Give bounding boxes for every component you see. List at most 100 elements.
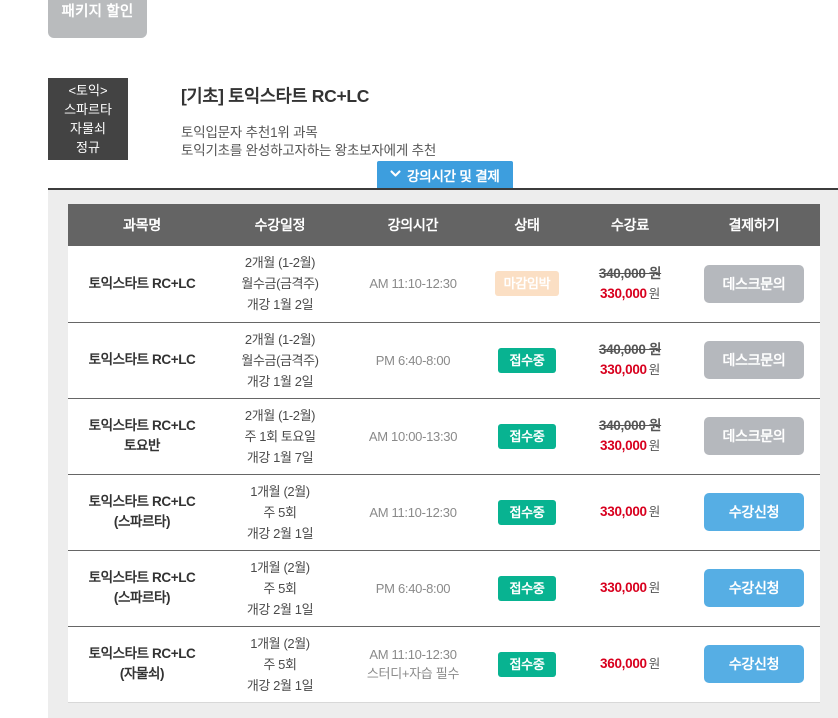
course-name-line: 토익스타트 RC+LC: [88, 352, 196, 367]
schedule-line: 주 1회 토요일: [244, 428, 316, 444]
cell-status: 마감임박: [482, 246, 572, 323]
package-discount-tab[interactable]: 패키지 할인: [48, 0, 147, 38]
cell-course-name: 토익스타트 RC+LC (스파르타): [68, 474, 216, 551]
course-header: <토익> 스파르타 자물쇠 정규 [기초] 토익스타트 RC+LC 토익입문자 …: [48, 78, 838, 170]
enroll-button[interactable]: 수강신청: [704, 493, 804, 531]
original-price: 340,000 원: [598, 418, 662, 433]
cell-schedule: 1개월 (2월) 주 5회 개강 2월 1일: [216, 626, 344, 703]
enroll-button[interactable]: 수강신청: [704, 569, 804, 607]
tuition-price: 340,000 원 330,000 원: [574, 416, 686, 456]
course-name: 토익스타트 RC+LC: [70, 350, 214, 370]
current-price: 330,000 원: [574, 578, 686, 598]
course-category-tag: <토익> 스파르타 자물쇠 정규: [48, 78, 128, 160]
course-name: 토익스타트 RC+LC (자물쇠): [70, 644, 214, 684]
desk-inquiry-button[interactable]: 데스크문의: [704, 341, 804, 379]
cell-status: 접수중: [482, 550, 572, 627]
status-badge: 접수중: [498, 499, 556, 525]
schedule-line: 개강 1월 2일: [246, 297, 314, 313]
cell-course-name: 토익스타트 RC+LC 토요반: [68, 398, 216, 475]
class-time-line: PM 6:40-8:00: [375, 580, 451, 596]
column-header-payment: 결제하기: [688, 204, 820, 246]
schedule-table: 과목명 수강일정 강의시간 상태 수강료 결제하기 토익스타트 RC+LC 2개월…: [68, 204, 820, 703]
course-class-time: PM 6:40-8:00: [346, 351, 480, 370]
course-class-time: AM 11:10-12:30: [346, 503, 480, 522]
schedule-line: 2개월 (1-2월): [244, 255, 316, 271]
cell-tuition: 330,000 원: [572, 550, 688, 627]
course-class-time: AM 11:10-12:30: [346, 274, 480, 293]
course-schedule: 1개월 (2월) 주 5회 개강 2월 1일: [218, 633, 342, 696]
cell-class-time: AM 10:00-13:30: [344, 398, 482, 475]
cell-class-time: AM 11:10-12:30: [344, 474, 482, 551]
course-class-time: AM 10:00-13:30: [346, 427, 480, 446]
current-price: 330,000 원: [574, 436, 686, 456]
schedule-line: 1개월 (2월): [250, 559, 310, 575]
class-time-line: PM 6:40-8:00: [375, 352, 451, 368]
tab-schedule-and-payment-label: 강의시간 및 결제: [407, 168, 500, 184]
schedule-table-container: 과목명 수강일정 강의시간 상태 수강료 결제하기 토익스타트 RC+LC 2개월…: [68, 204, 820, 703]
cell-course-name: 토익스타트 RC+LC (스파르타): [68, 550, 216, 627]
cell-schedule: 2개월 (1-2월) 월수금(금격주) 개강 1월 2일: [216, 322, 344, 399]
schedule-line: 개강 2월 1일: [246, 601, 314, 617]
current-price: 330,000 원: [574, 502, 686, 522]
course-name: 토익스타트 RC+LC (스파르타): [70, 568, 214, 608]
course-name-line: 토익스타트 RC+LC: [88, 275, 196, 291]
enroll-button[interactable]: 수강신청: [704, 645, 804, 683]
course-name-line: 토익스타트 RC+LC: [88, 418, 196, 433]
course-name: 토익스타트 RC+LC 토요반: [70, 416, 214, 456]
table-header: 과목명 수강일정 강의시간 상태 수강료 결제하기: [68, 204, 820, 246]
course-info: [기초] 토익스타트 RC+LC 토익입문자 추천1위 과목 토익기초를 완성하…: [181, 83, 436, 160]
course-class-time: AM 11:10-12:30 스터디+자습 필수: [346, 645, 480, 683]
cell-class-time: AM 11:10-12:30: [344, 246, 482, 323]
schedule-line: 2개월 (1-2월): [244, 407, 316, 423]
status-badge: 접수중: [498, 347, 556, 373]
tuition-price: 360,000 원: [574, 654, 686, 674]
desk-inquiry-button[interactable]: 데스크문의: [704, 264, 804, 303]
current-price: 330,000 원: [574, 360, 686, 380]
tuition-price: 330,000 원: [574, 578, 686, 598]
current-price: 330,000 원: [574, 284, 686, 304]
cell-course-name: 토익스타트 RC+LC: [68, 322, 216, 399]
schedule-line: 1개월 (2월): [250, 635, 310, 651]
cell-class-time: AM 11:10-12:30 스터디+자습 필수: [344, 626, 482, 703]
desk-inquiry-button[interactable]: 데스크문의: [704, 417, 804, 455]
status-badge: 접수중: [498, 651, 556, 677]
current-price-unit: 원: [648, 581, 661, 595]
class-time-line: AM 11:10-12:30: [369, 647, 457, 662]
cell-status: 접수중: [482, 322, 572, 399]
course-class-time: PM 6:40-8:00: [346, 579, 480, 598]
original-price: 340,000 원: [598, 265, 662, 281]
course-tag-line-2: 스파르타: [64, 102, 112, 117]
class-time-line: 스터디+자습 필수: [366, 666, 460, 681]
cell-tuition: 340,000 원 330,000 원: [572, 398, 688, 475]
course-schedule: 2개월 (1-2월) 월수금(금격주) 개강 1월 2일: [218, 329, 342, 392]
tab-schedule-and-payment[interactable]: 강의시간 및 결제: [377, 161, 513, 188]
schedule-line: 개강 2월 1일: [246, 677, 314, 693]
course-name-line: 토요반: [123, 438, 161, 453]
tuition-price: 340,000 원 330,000 원: [574, 340, 686, 380]
cell-payment: 수강신청: [688, 626, 820, 703]
cell-class-time: PM 6:40-8:00: [344, 550, 482, 627]
schedule-line: 개강 1월 2일: [246, 373, 314, 389]
column-header-tuition: 수강료: [572, 204, 688, 246]
cell-status: 접수중: [482, 474, 572, 551]
course-description-line-2: 토익기초를 완성하고자하는 왕초보자에게 추천: [181, 143, 437, 158]
class-time-line: AM 10:00-13:30: [368, 428, 458, 444]
course-description-line-1: 토익입문자 추천1위 과목: [181, 125, 318, 140]
schedule-line: 2개월 (1-2월): [244, 331, 316, 347]
schedule-line: 1개월 (2월): [250, 483, 310, 499]
cell-status: 접수중: [482, 398, 572, 475]
schedule-line: 월수금(금격주): [241, 352, 319, 368]
cell-tuition: 340,000 원 330,000 원: [572, 246, 688, 323]
course-description: 토익입문자 추천1위 과목 토익기초를 완성하고자하는 왕초보자에게 추천: [181, 124, 436, 160]
course-name: 토익스타트 RC+LC (스파르타): [70, 492, 214, 532]
table-header-row: 과목명 수강일정 강의시간 상태 수강료 결제하기: [68, 204, 820, 246]
course-tag-line-3: 자물쇠: [70, 121, 106, 136]
table-row: 토익스타트 RC+LC (자물쇠) 1개월 (2월) 주 5회 개강 2월 1일 AM 1…: [68, 626, 820, 703]
status-badge: 접수중: [498, 423, 556, 449]
course-tag-line-1: <토익>: [68, 83, 108, 98]
schedule-line: 개강 1월 7일: [246, 449, 314, 465]
cell-schedule: 2개월 (1-2월) 월수금(금격주) 개강 1월 2일: [216, 246, 344, 323]
column-header-class-time: 강의시간: [344, 204, 482, 246]
